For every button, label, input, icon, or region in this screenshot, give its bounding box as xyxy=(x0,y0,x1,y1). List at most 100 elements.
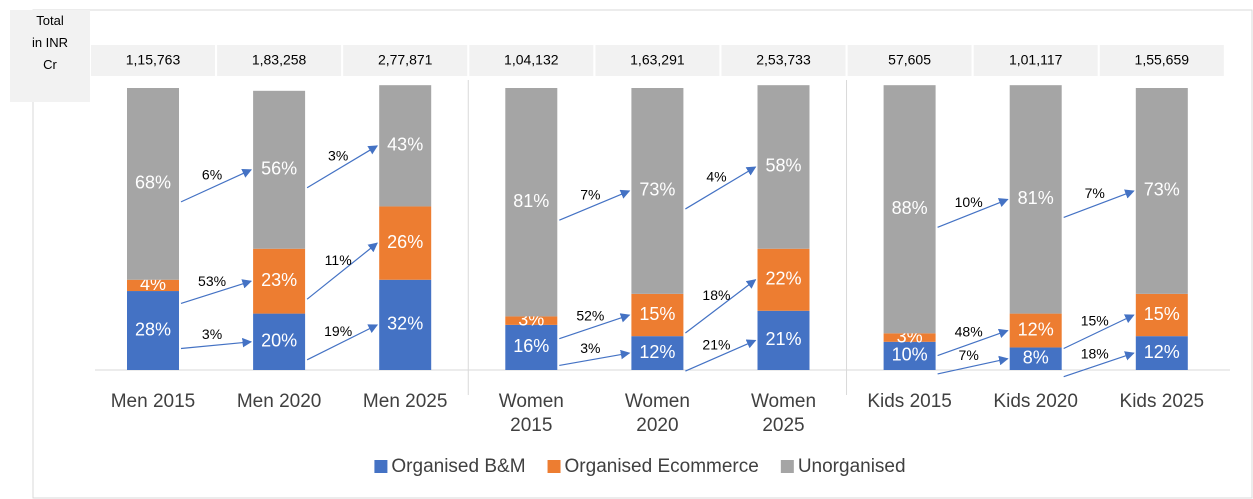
bar-value-label: 26% xyxy=(387,232,423,252)
bar-value-label: 23% xyxy=(261,270,297,290)
growth-label: 11% xyxy=(325,252,352,268)
bar-segment xyxy=(127,279,179,292)
legend-swatch xyxy=(374,460,388,473)
total-box xyxy=(1099,45,1224,76)
bar-value-label: 88% xyxy=(892,198,928,218)
total-box xyxy=(91,45,215,76)
bar-value-label: 58% xyxy=(765,156,801,176)
total-value: 2,53,733 xyxy=(756,52,811,68)
total-label: Total in INR Cr xyxy=(10,10,90,102)
bar-value-label: 8% xyxy=(1023,347,1049,367)
x-tick-label: Women 2015 xyxy=(498,391,564,436)
x-tick-label: Men 2020 xyxy=(236,391,322,412)
bar-segment xyxy=(631,336,684,370)
bar-segment xyxy=(1135,293,1188,337)
growth-label: 7% xyxy=(959,347,979,363)
legend-label: Organised B&M xyxy=(391,456,525,477)
x-tick-label: Kids 2025 xyxy=(1119,391,1205,412)
total-box xyxy=(973,45,1098,76)
total-box xyxy=(721,45,846,76)
bar-segment xyxy=(1135,336,1188,370)
total-value: 1,55,659 xyxy=(1135,52,1190,68)
growth-label: 48% xyxy=(955,324,983,340)
bar-value-label: 56% xyxy=(261,159,297,179)
total-value: 57,605 xyxy=(888,52,931,68)
bar-segment xyxy=(757,310,810,370)
growth-arrow xyxy=(180,337,253,350)
bar-value-label: 15% xyxy=(639,304,675,324)
x-tick-label: Women 2025 xyxy=(750,391,817,436)
bar-value-label: 15% xyxy=(1144,304,1180,324)
bar-value-label: 68% xyxy=(135,173,171,193)
bar-segment xyxy=(253,313,306,370)
x-tick-label: Kids 2020 xyxy=(993,391,1078,412)
growth-label: 15% xyxy=(1081,312,1109,328)
total-box xyxy=(847,45,972,76)
growth-label: 4% xyxy=(706,169,726,185)
growth-label: 7% xyxy=(580,186,600,202)
total-value: 1,15,763 xyxy=(126,52,181,68)
growth-arrow xyxy=(937,355,1009,375)
x-tick-label: Men 2025 xyxy=(362,391,448,412)
total-value: 2,77,871 xyxy=(378,52,433,68)
growth-label: 3% xyxy=(580,340,600,356)
bar-value-label: 73% xyxy=(1144,180,1180,200)
total-box xyxy=(595,45,720,76)
legend-swatch xyxy=(780,460,794,473)
bar-segment xyxy=(379,85,432,207)
growth-label: 52% xyxy=(576,308,604,324)
bar-segment xyxy=(757,85,810,249)
x-tick-label: Women 2020 xyxy=(624,391,690,436)
bar-segment xyxy=(253,248,306,314)
bar-segment xyxy=(1135,88,1188,294)
total-box xyxy=(469,45,594,76)
growth-arrow xyxy=(1063,189,1135,218)
bar-segment xyxy=(1009,313,1062,348)
bar-value-label: 32% xyxy=(387,314,423,334)
growth-arrow xyxy=(685,166,757,210)
growth-arrow xyxy=(306,324,379,361)
bar-segment xyxy=(757,248,810,311)
bar-segment xyxy=(127,88,179,280)
growth-arrow xyxy=(559,349,631,367)
bar-value-label: 81% xyxy=(1018,188,1054,208)
bar-value-label: 12% xyxy=(1018,319,1054,339)
legend-label: Unorganised xyxy=(798,456,906,477)
growth-arrow xyxy=(685,339,757,372)
x-tick-label: Kids 2015 xyxy=(867,391,952,412)
growth-label: 7% xyxy=(1085,185,1105,201)
total-box xyxy=(343,45,468,76)
bar-segment xyxy=(253,90,306,249)
growth-arrow xyxy=(559,189,631,221)
bar-segment xyxy=(505,88,558,317)
growth-arrow xyxy=(1063,351,1135,378)
growth-arrow xyxy=(1063,314,1135,350)
bar-value-label: 22% xyxy=(765,269,801,289)
growth-label: 18% xyxy=(702,287,730,303)
bar-segment xyxy=(505,316,558,325)
bar-value-label: 12% xyxy=(1144,342,1180,362)
bar-segment xyxy=(1009,85,1062,314)
growth-label: 6% xyxy=(202,167,222,183)
legend-label: Organised Ecommerce xyxy=(565,456,759,477)
growth-label: 19% xyxy=(324,323,352,339)
bar-segment xyxy=(883,333,936,342)
bar-value-label: 28% xyxy=(135,319,171,339)
bar-value-label: 16% xyxy=(513,336,549,356)
growth-arrow xyxy=(180,169,252,203)
growth-label: 3% xyxy=(202,326,222,342)
total-value: 1,04,132 xyxy=(504,52,559,68)
bar-value-label: 81% xyxy=(513,191,549,211)
bar-segment xyxy=(379,206,432,280)
bar-segment xyxy=(631,293,684,337)
growth-arrow xyxy=(306,242,378,300)
growth-arrow xyxy=(685,279,757,334)
bar-segment xyxy=(883,341,936,370)
bar-segment xyxy=(883,85,936,334)
bar-segment xyxy=(505,324,558,370)
frame xyxy=(32,9,1253,499)
growth-arrow xyxy=(306,145,379,189)
growth-arrow xyxy=(937,198,1009,228)
bar-value-label: 12% xyxy=(639,342,675,362)
